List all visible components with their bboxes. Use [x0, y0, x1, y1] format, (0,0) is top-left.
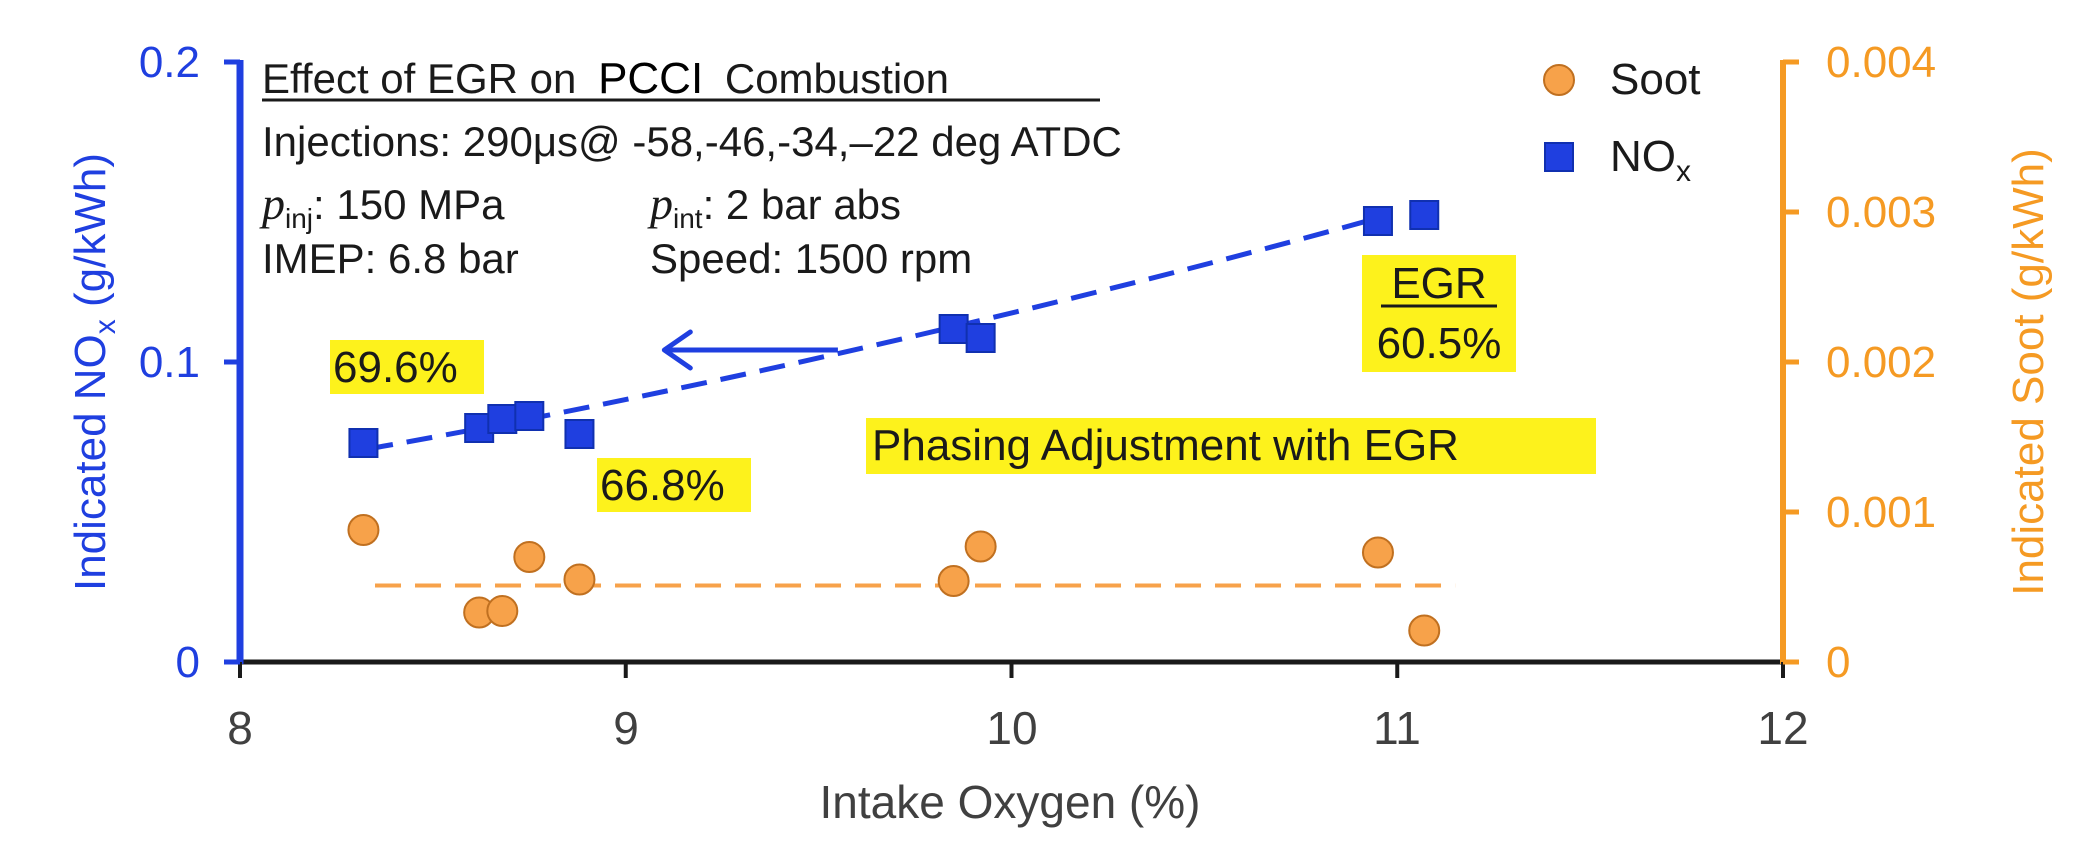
imep-info: IMEP: 6.8 bar: [262, 235, 519, 282]
left-y-tick-label: 0.1: [139, 338, 200, 387]
right-y-tick-label: 0: [1826, 638, 1850, 687]
soot-point: [1408, 614, 1441, 647]
legend: Soot NOx: [1543, 55, 1701, 188]
x-tick-label: 11: [1373, 702, 1421, 754]
soot-point: [513, 541, 546, 573]
x-tick-labels: 8 9 10 11 12: [227, 702, 1808, 754]
right-y-tick-label: 0.002: [1826, 338, 1936, 387]
nox-point: [965, 323, 996, 353]
egr-rate-label-60-5: 60.5%: [1377, 319, 1502, 368]
right-y-axis-title: Indicated Soot (g/kWh): [2004, 148, 2053, 596]
arrow-head: [661, 329, 693, 371]
nox-point: [938, 314, 969, 344]
annotations: 69.6% 66.8% EGR 60.5% Phasing Adjustment…: [330, 255, 1596, 512]
nox-point: [514, 401, 545, 431]
x-axis-title: Intake Oxygen (%): [820, 776, 1201, 828]
x-tick-label: 12: [1757, 702, 1808, 754]
right-y-tick-label: 0.004: [1826, 38, 1936, 87]
data-points: [347, 200, 1441, 647]
axis-ticks: [224, 59, 1799, 678]
soot-point: [937, 565, 970, 597]
soot-point: [964, 530, 997, 563]
speed-info: Speed: 1500 rpm: [650, 235, 972, 282]
legend-nox-label: NOx: [1610, 132, 1691, 188]
left-y-axis-title: Indicated NOx (g/kWh): [66, 153, 122, 591]
highlight-bg: [597, 458, 751, 512]
injection-info: Injections: 290μs@ -58,-46,-34,–22 deg A…: [262, 118, 1122, 165]
soot-point: [347, 514, 380, 546]
intake-pressure-info: pint: 2 bar abs: [647, 178, 901, 234]
nox-point: [1409, 200, 1440, 230]
left-y-tick-label: 0.2: [139, 38, 200, 87]
nox-point: [487, 404, 518, 434]
nox-point: [564, 419, 595, 449]
right-y-tick-label: 0.003: [1826, 188, 1936, 237]
nox-point: [1362, 206, 1393, 236]
legend-nox-marker: [1544, 142, 1574, 172]
x-tick-label: 8: [227, 702, 253, 754]
legend-soot-marker: [1543, 64, 1575, 96]
injection-pressure-info: pinj: 150 MPa: [259, 178, 505, 234]
soot-point: [1361, 536, 1394, 569]
left-y-tick-labels: 0 0.1 0.2: [139, 38, 200, 687]
soot-point: [486, 595, 519, 627]
left-y-tick-label: 0: [176, 638, 200, 687]
right-y-tick-labels: 0 0.001 0.002 0.003 0.004: [1826, 38, 1936, 687]
legend-soot-label: Soot: [1610, 55, 1701, 104]
egr-label: EGR: [1391, 259, 1486, 308]
nox-point: [348, 428, 379, 458]
right-y-tick-label: 0.001: [1826, 488, 1936, 537]
highlight-bg: [866, 418, 1596, 474]
x-tick-label: 10: [986, 702, 1037, 754]
egr-rate-label-69-6: 69.6%: [333, 343, 458, 392]
highlight-bg: [1362, 255, 1516, 372]
highlight-bg: [330, 340, 484, 394]
direction-arrow: [661, 329, 838, 371]
soot-point: [563, 563, 596, 596]
x-tick-label: 9: [613, 702, 639, 754]
phasing-adjustment-label: Phasing Adjustment with EGR: [872, 421, 1459, 470]
egr-rate-label-66-8: 66.8%: [600, 461, 725, 510]
chart-title: Effect of EGR on PCCI Combustion: [262, 54, 949, 103]
